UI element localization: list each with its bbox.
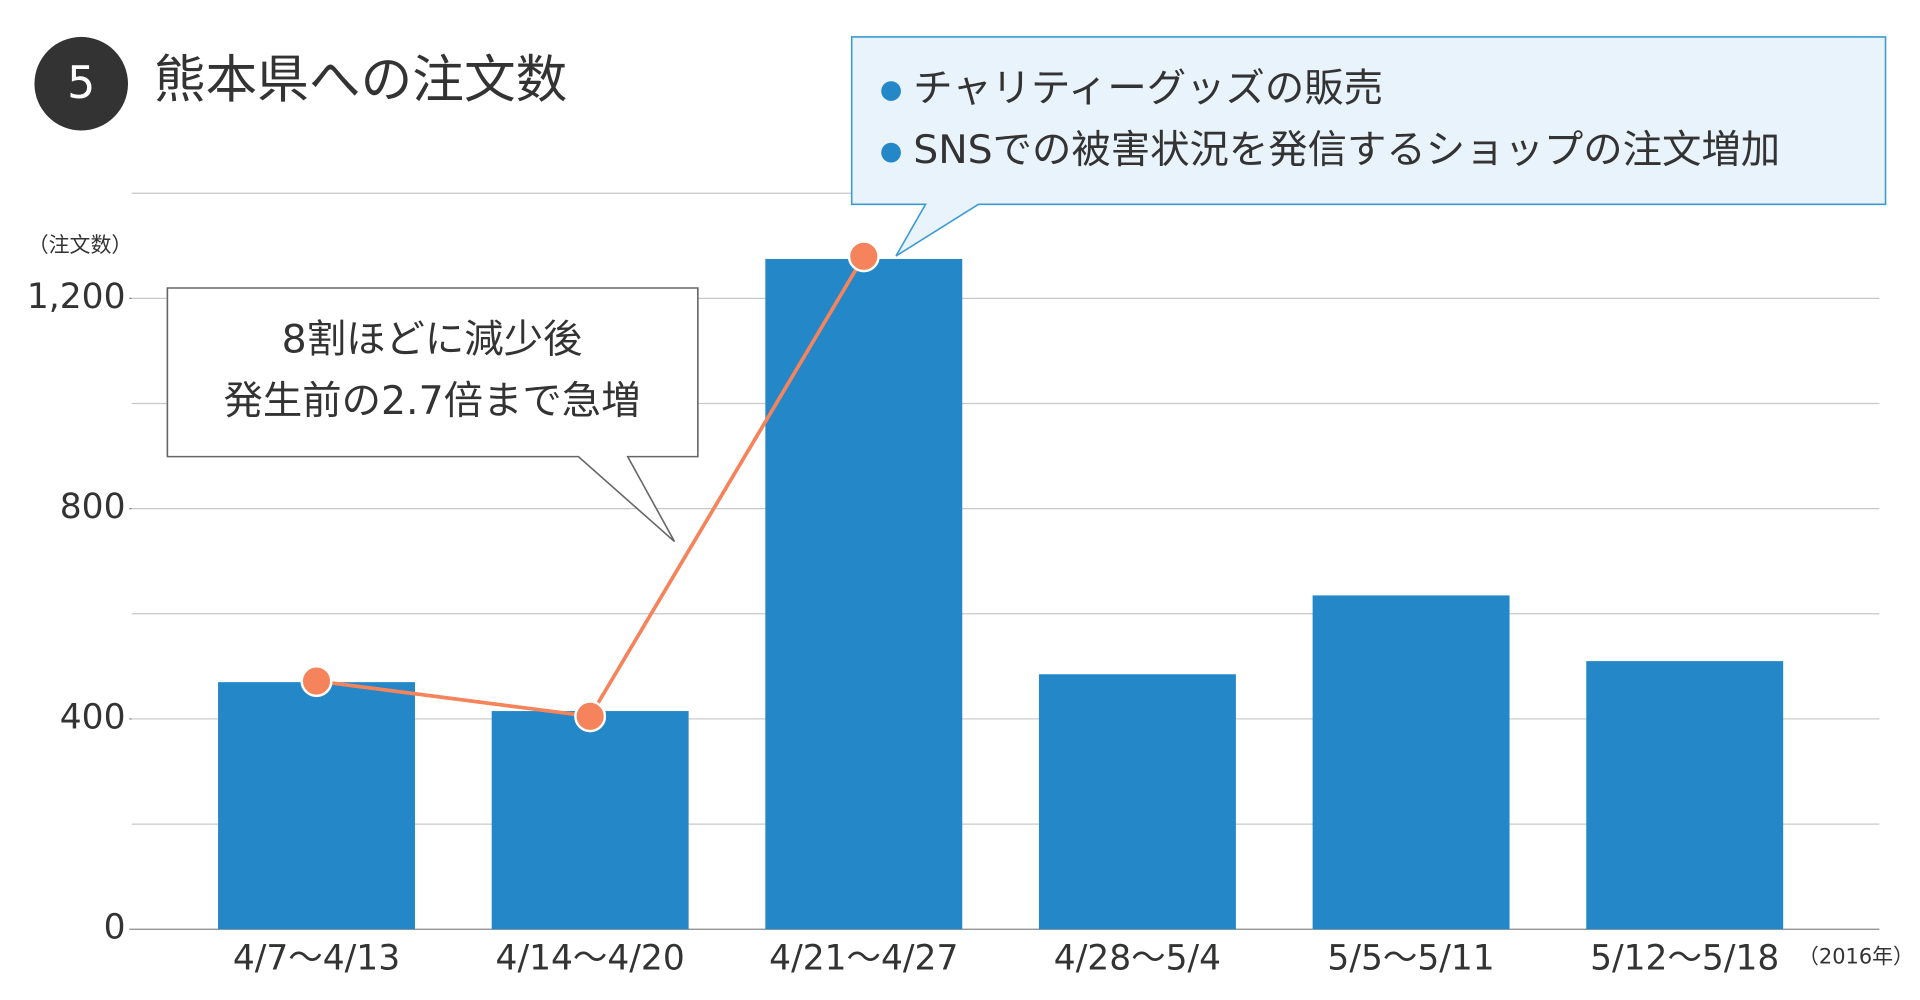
x-tick-label: 4/21〜4/27: [769, 939, 958, 979]
x-tick-label: 4/7〜4/13: [233, 939, 400, 979]
y-tick-label: 0: [104, 908, 126, 948]
bullet: [881, 81, 901, 101]
y-tick-label: 400: [60, 697, 126, 737]
line-point: [574, 700, 607, 733]
callout-box: [850, 36, 1887, 257]
callout-text: SNSでの被害状況を発信するショップの注文増加: [913, 127, 1780, 173]
bar: [1586, 661, 1784, 930]
reason-callout: チャリティーグッズの販売 SNSでの被害状況を発信するショップの注文増加: [850, 36, 1887, 257]
bullet: [881, 142, 901, 163]
x-tick-label: 5/5〜5/11: [1327, 939, 1494, 979]
badge-circle: [34, 36, 128, 131]
y-tick-label: 800: [60, 487, 126, 527]
x-axis-note: （2016年）: [1798, 945, 1914, 969]
line-point: [847, 240, 880, 273]
bar: [765, 258, 963, 930]
x-tick-label: 5/12〜5/18: [1590, 939, 1779, 979]
chart-title: 熊本県への注文数: [154, 51, 567, 111]
callout-text: チャリティーグッズの販売: [913, 66, 1383, 112]
bar: [218, 682, 415, 930]
bar: [1312, 595, 1510, 930]
callout-box: [166, 287, 699, 543]
line-point: [300, 665, 333, 698]
bar: [1038, 674, 1236, 930]
bar: [491, 711, 689, 930]
badge-number: 5: [67, 58, 95, 109]
drop-callout: 8割ほどに減少後 発生前の2.7倍まで急増: [166, 287, 699, 543]
callout-text: 8割ほどに減少後: [282, 317, 583, 363]
y-axis-label: （注文数）: [28, 233, 133, 257]
plot-area: 0 400 800 1,200 4/7〜4/13 4/14〜4/20 4/21〜4/27 4/…: [27, 192, 1880, 979]
x-tick-label: 4/28〜5/4: [1054, 939, 1221, 979]
x-tick-label: 4/14〜4/20: [496, 939, 685, 979]
y-tick-label: 1,200: [27, 277, 126, 317]
callout-text: 発生前の2.7倍まで急増: [224, 378, 641, 424]
